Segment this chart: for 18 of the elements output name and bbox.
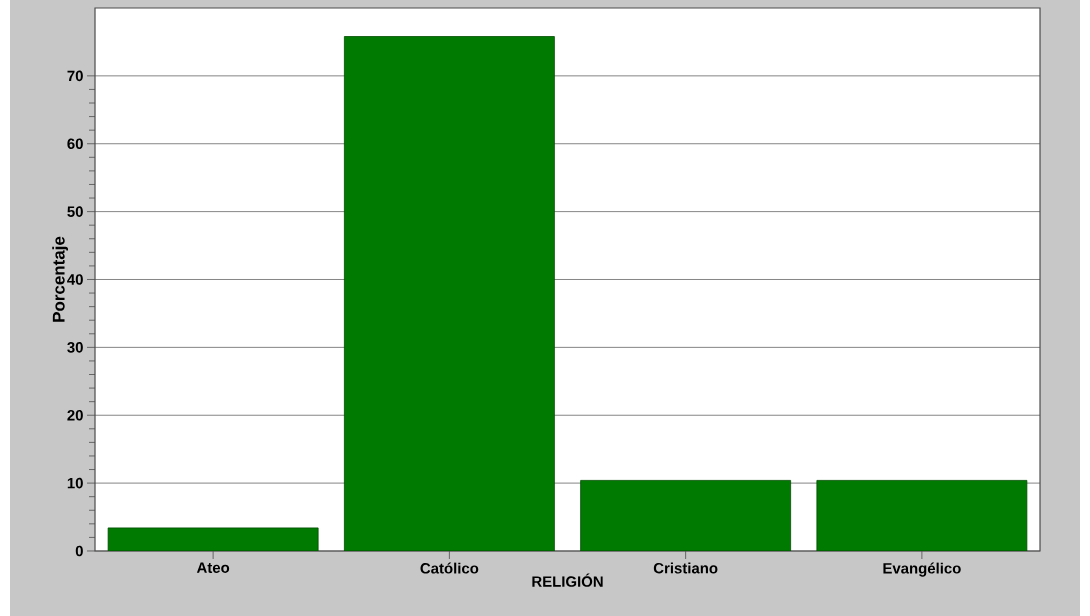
- bar: [580, 480, 791, 551]
- x-tick-label: Católico: [420, 562, 479, 574]
- y-tick-label: 30: [67, 342, 83, 353]
- y-axis-title: Porcentaje: [52, 236, 69, 322]
- x-tick-label: Evangélico: [883, 562, 961, 577]
- y-tick-label: 60: [67, 138, 83, 150]
- x-tick-label: Cristiano: [653, 562, 718, 574]
- bar: [816, 479, 1028, 551]
- y-tick-label: 20: [67, 409, 83, 421]
- y-tick-label: 40: [67, 274, 83, 285]
- y-tick-label: 0: [75, 545, 83, 557]
- bar: [344, 36, 555, 551]
- bar: [108, 527, 319, 551]
- y-tick-label: 10: [67, 477, 83, 489]
- x-axis-title: RELIGIÓN: [532, 573, 603, 587]
- x-tick-label: Ateo: [196, 562, 230, 573]
- y-tick-label: 70: [67, 70, 83, 82]
- y-tick-label: 50: [67, 206, 83, 217]
